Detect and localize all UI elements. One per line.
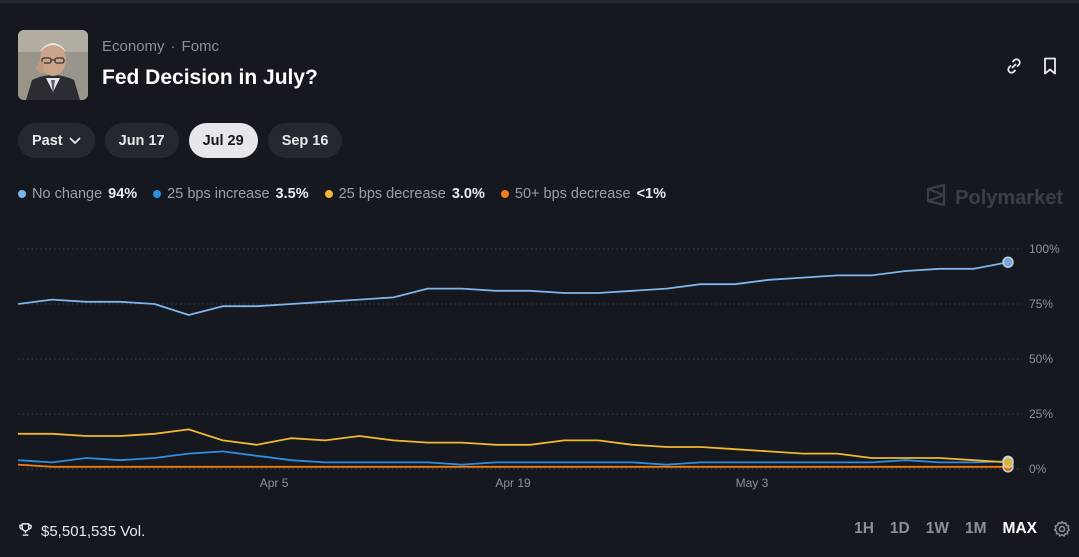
volume-text: $5,501,535 Vol. (41, 523, 146, 540)
top-divider (0, 0, 1079, 3)
date-tab-sep-16[interactable]: Sep 16 (267, 123, 343, 158)
legend-label: 50+ bps decrease (514, 186, 631, 202)
brand-name: Polymarket (955, 186, 1063, 209)
polymarket-logo-icon (925, 183, 947, 213)
legend-value: 3.0% (451, 186, 485, 202)
legend-dot (324, 190, 333, 198)
legend-label: 25 bps decrease (338, 186, 446, 202)
y-tick-label: 25% (1029, 407, 1053, 421)
y-tick-label: 75% (1029, 297, 1053, 311)
y-tick-label: 100% (1029, 242, 1060, 256)
legend-label: 25 bps increase (167, 186, 270, 202)
breadcrumb-separator: · (170, 38, 176, 55)
x-tick-label: Apr 5 (260, 476, 289, 490)
series-line-50-bps-decrease (17, 463, 1008, 468)
legend-label: No change (32, 186, 103, 202)
date-tab-jun-17[interactable]: Jun 17 (104, 123, 179, 158)
date-tabs: Past Jun 17 Jul 29 Sep 16 (18, 123, 343, 158)
breadcrumb-subcategory[interactable]: Fomc (181, 38, 220, 55)
legend-dot (500, 190, 509, 198)
legend-dot (153, 190, 162, 198)
endpoint-marker-25-bps-decrease (1002, 456, 1014, 469)
series-line-25-bps-increase (17, 450, 1009, 466)
y-tick-label: 50% (1029, 352, 1053, 366)
series-line-25-bps-decrease (18, 428, 1009, 464)
legend-value: <1% (636, 186, 667, 202)
legend-item-25bps-decrease: 25 bps decrease 3.0% (324, 186, 485, 202)
range-max[interactable]: MAX (1002, 520, 1037, 537)
range-1w[interactable]: 1W (925, 520, 949, 537)
range-1h[interactable]: 1H (854, 520, 874, 537)
breadcrumb-category[interactable]: Economy (102, 38, 165, 55)
range-1m[interactable]: 1M (965, 520, 987, 537)
probability-chart[interactable]: 100% 75% 50% 25% 0% Apr 5 Apr 19 May 3 (0, 230, 1079, 500)
range-1d[interactable]: 1D (889, 520, 910, 537)
market-thumbnail (18, 30, 88, 100)
legend-value: 3.5% (275, 186, 309, 202)
chart-legend: No change 94% 25 bps increase 3.5% 25 bp… (18, 186, 666, 202)
time-range-selector: 1H 1D 1W 1M MAX (854, 520, 1071, 538)
x-tick-label: May 3 (736, 476, 769, 490)
legend-dot (18, 190, 26, 198)
link-icon[interactable] (1003, 55, 1025, 77)
trophy-icon (18, 522, 33, 541)
legend-item-no-change: No change 94% (18, 186, 137, 202)
legend-item-25bps-increase: 25 bps increase 3.5% (153, 186, 309, 202)
endpoint-marker-no-change (1002, 256, 1014, 268)
bookmark-icon[interactable] (1039, 55, 1061, 77)
volume-info: $5,501,535 Vol. (18, 522, 145, 541)
page-title: Fed Decision in July? (102, 66, 318, 89)
gear-icon[interactable] (1053, 520, 1071, 538)
polymarket-watermark: Polymarket (925, 183, 1063, 213)
past-label: Past (32, 132, 63, 149)
series-line-no-change (17, 261, 1009, 316)
legend-item-50bps-decrease: 50+ bps decrease <1% (500, 186, 667, 202)
breadcrumb: Economy · Fomc (102, 38, 219, 55)
chevron-down-icon (69, 133, 81, 149)
legend-value: 94% (108, 186, 138, 202)
date-tab-jul-29[interactable]: Jul 29 (188, 123, 258, 158)
y-tick-label: 0% (1029, 462, 1047, 476)
past-dropdown[interactable]: Past (18, 123, 95, 158)
x-tick-label: Apr 19 (495, 476, 531, 490)
